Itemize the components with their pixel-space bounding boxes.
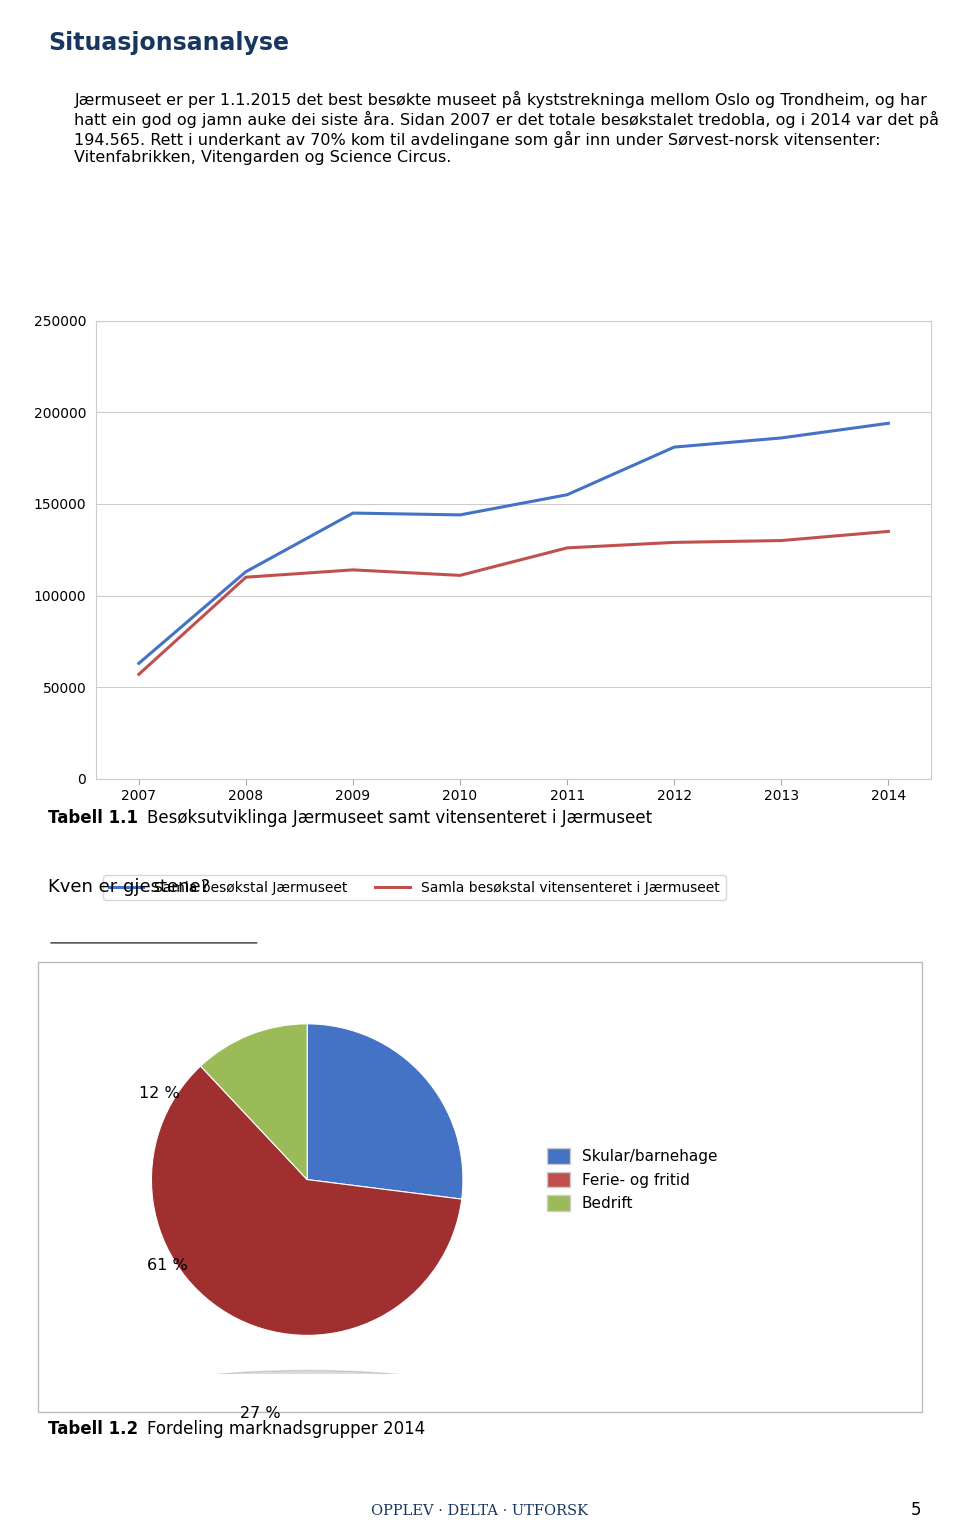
Wedge shape (152, 1066, 462, 1336)
Text: 12 %: 12 % (139, 1086, 180, 1101)
Text: Tabell 1.1: Tabell 1.1 (48, 809, 138, 828)
Text: OPPLEV · DELTA · UTFORSK: OPPLEV · DELTA · UTFORSK (372, 1504, 588, 1518)
Text: 5: 5 (911, 1501, 922, 1519)
Wedge shape (307, 1025, 463, 1199)
FancyBboxPatch shape (38, 962, 922, 1412)
Text: Situasjonsanalyse: Situasjonsanalyse (48, 31, 289, 55)
Text: Fordeling marknadsgrupper 2014: Fordeling marknadsgrupper 2014 (148, 1420, 425, 1438)
Ellipse shape (112, 1370, 502, 1440)
Text: 61 %: 61 % (147, 1258, 187, 1274)
Text: Jærmuseet er per 1.1.2015 det best besøkte museet på kyststrekninga mellom Oslo : Jærmuseet er per 1.1.2015 det best besøk… (75, 92, 940, 165)
Text: Kven er gjestene?: Kven er gjestene? (48, 878, 210, 896)
Text: Tabell 1.2: Tabell 1.2 (48, 1420, 138, 1438)
Wedge shape (201, 1025, 307, 1180)
Legend: Skular/barnehage, Ferie- og fritid, Bedrift: Skular/barnehage, Ferie- og fritid, Bedr… (540, 1142, 724, 1217)
Text: 27 %: 27 % (240, 1406, 280, 1420)
Legend: Samla besøkstal Jærmuseet, Samla besøkstal vitensenteret i Jærmuseet: Samla besøkstal Jærmuseet, Samla besøkst… (103, 875, 726, 899)
Text: Besøksutviklinga Jærmuseet samt vitensenteret i Jærmuseet: Besøksutviklinga Jærmuseet samt vitensen… (148, 809, 653, 828)
